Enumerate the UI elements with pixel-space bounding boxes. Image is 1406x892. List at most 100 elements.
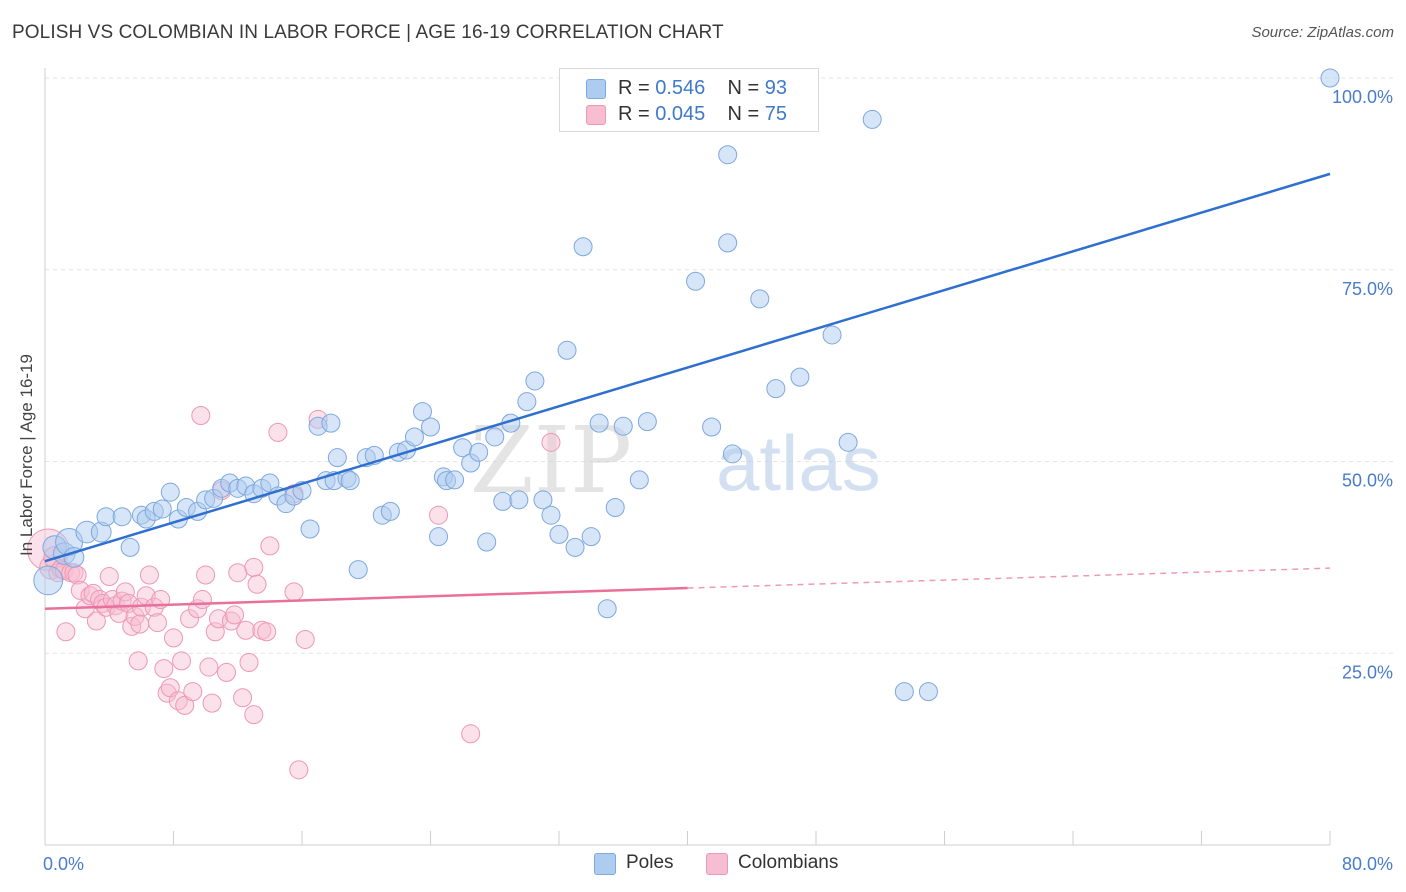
colombians-point xyxy=(67,565,87,585)
axes xyxy=(44,68,1331,846)
colombians-r-value: 0.045 xyxy=(655,103,706,125)
colombians-point xyxy=(109,603,129,623)
x-tick-label: 80.0% xyxy=(1342,854,1393,874)
poles-point xyxy=(348,560,368,580)
poles-point xyxy=(718,233,738,253)
poles-legend-label: Poles xyxy=(626,852,674,873)
y-axis-label: In Labor Force | Age 16-19 xyxy=(17,354,36,556)
poles-point xyxy=(686,271,706,291)
colombians-point xyxy=(139,565,159,585)
colombians-point xyxy=(56,622,76,642)
colombians-point xyxy=(429,505,449,525)
poles-point xyxy=(412,402,432,422)
colombians-point xyxy=(289,760,309,780)
poles-n-label: N = xyxy=(727,77,765,99)
watermark-atlas: atlas xyxy=(716,419,881,507)
colombians-trend-line xyxy=(44,586,688,611)
poles-point xyxy=(485,427,505,447)
poles-point xyxy=(380,501,400,521)
poles-point xyxy=(589,413,609,433)
colombians-legend-label: Colombians xyxy=(738,852,839,873)
colombians-point xyxy=(130,614,150,634)
colombians-point xyxy=(541,432,561,452)
colombians-swatch xyxy=(586,105,606,125)
colombians-point xyxy=(70,580,90,600)
y-tick-label: 100.0% xyxy=(1332,87,1393,107)
poles-point xyxy=(96,507,116,527)
poles-point xyxy=(894,682,914,702)
poles-swatch xyxy=(586,79,606,99)
colombians-point xyxy=(191,405,211,425)
colombians-point xyxy=(244,557,264,577)
colombians-point xyxy=(233,688,253,708)
poles-point xyxy=(469,442,489,462)
poles-point xyxy=(63,546,85,568)
source-label: Source: ZipAtlas.com xyxy=(1251,24,1394,41)
poles-point xyxy=(421,417,440,437)
poles-points xyxy=(33,68,1340,702)
colombians-point xyxy=(192,590,212,610)
colombians-point xyxy=(154,659,174,679)
poles-point xyxy=(573,237,593,257)
poles-point xyxy=(477,532,497,552)
poles-point xyxy=(838,432,858,452)
colombians-point xyxy=(247,574,267,594)
colombians-r-label: R = xyxy=(618,103,656,125)
colombians-point xyxy=(295,629,315,649)
poles-point xyxy=(1320,68,1340,88)
y-tick-label: 75.0% xyxy=(1342,279,1393,299)
poles-point xyxy=(702,417,722,437)
poles-point xyxy=(557,340,577,360)
colombians-point xyxy=(147,613,167,633)
y-tick-label: 50.0% xyxy=(1342,471,1393,491)
colombians-point xyxy=(217,662,237,682)
colombians-point xyxy=(461,724,481,744)
trend-lines xyxy=(44,172,1331,611)
poles-point xyxy=(445,470,465,490)
poles-point xyxy=(429,527,449,547)
poles-point xyxy=(533,490,553,510)
poles-point xyxy=(718,145,738,165)
colombians-n-label: N = xyxy=(727,103,765,125)
colombians-point xyxy=(172,651,192,671)
colombians-point xyxy=(257,622,277,642)
colombians-legend-swatch xyxy=(706,853,728,875)
colombians-point xyxy=(260,536,280,556)
colombians-point xyxy=(180,609,200,629)
poles-point xyxy=(152,499,172,519)
poles-legend-swatch xyxy=(594,853,616,875)
colombians-point xyxy=(115,582,135,602)
poles-point xyxy=(637,412,657,432)
poles-point xyxy=(327,448,347,468)
colombians-point xyxy=(236,620,256,640)
poles-point xyxy=(597,599,617,619)
colombians-point xyxy=(221,611,241,631)
colombians-point xyxy=(239,652,259,672)
colombians-point xyxy=(183,682,203,702)
poles-trend-line xyxy=(44,172,1331,563)
colombians-point xyxy=(99,567,119,587)
x-tick-label: 0.0% xyxy=(43,854,84,874)
colombians-point xyxy=(244,705,264,725)
legend-colombians-text: R = 0.045 N = 75 xyxy=(618,103,787,126)
poles-point xyxy=(766,379,786,399)
poles-point xyxy=(605,498,625,518)
colombians-point xyxy=(284,582,304,602)
colombians-point xyxy=(225,605,245,625)
poles-point xyxy=(541,505,561,525)
colombians-point xyxy=(164,628,183,648)
poles-point xyxy=(509,490,529,510)
poles-r-label: R = xyxy=(618,77,656,99)
y-tick-label: 25.0% xyxy=(1342,662,1393,682)
poles-point xyxy=(525,371,545,391)
colombians-point xyxy=(157,683,177,703)
poles-point xyxy=(120,537,140,557)
colombians-point xyxy=(202,693,222,713)
correlation-legend: R = 0.546 N = 93 R = 0.045 N = 75 xyxy=(559,68,819,132)
colombians-point xyxy=(86,611,106,631)
poles-point xyxy=(822,325,842,345)
colombians-point xyxy=(196,565,216,585)
poles-point xyxy=(300,519,320,539)
tick-labels: 100.0% 75.0% 50.0% 25.0% 0.0% 80.0% xyxy=(43,87,1393,874)
